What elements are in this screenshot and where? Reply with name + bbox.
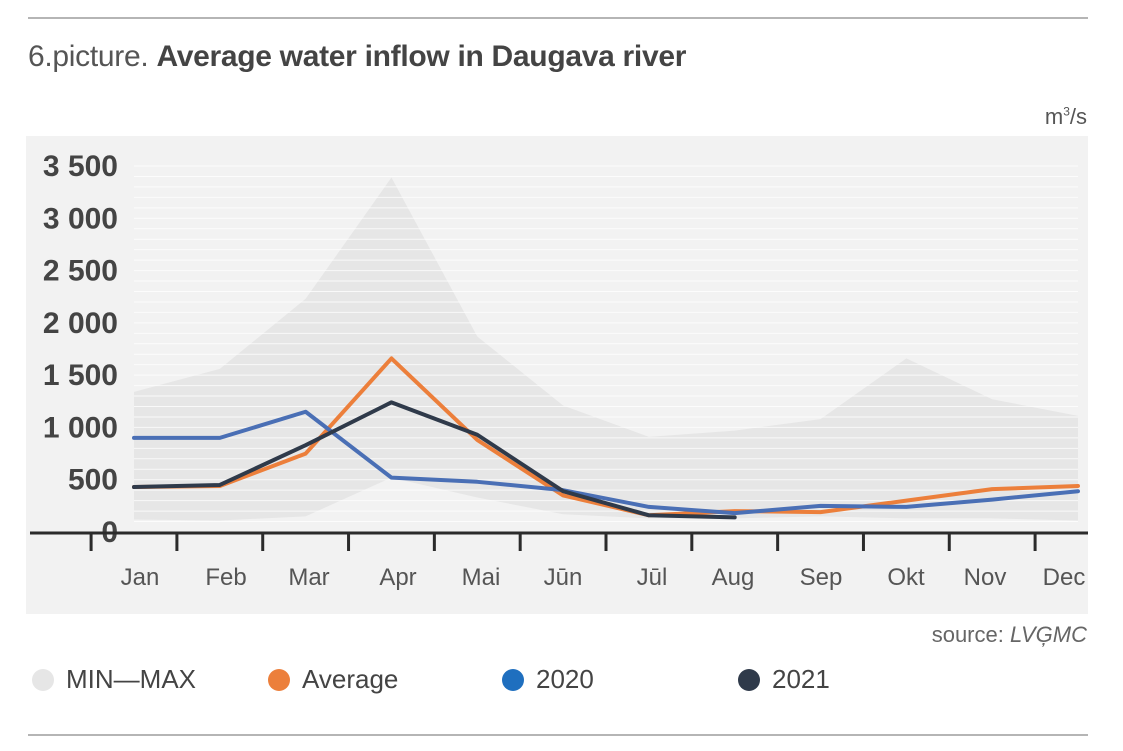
top-rule: [28, 17, 1088, 19]
x-tick-label: Nov: [964, 564, 1007, 591]
legend-swatch-2020: [502, 668, 524, 691]
y-tick-label: 1 500: [43, 359, 118, 392]
legend-swatch-min-max: [32, 668, 54, 691]
unit-tail: /s: [1069, 104, 1087, 129]
series-2021-line: [132, 400, 737, 520]
legend: MIN—MAX Average 2020 2021: [32, 664, 1092, 704]
x-tick-label: Jūn: [544, 564, 583, 591]
series-average-line: [132, 356, 1080, 518]
x-tick-label: Jūl: [637, 564, 668, 591]
source-label: source:: [931, 622, 1010, 647]
title-prefix: 6.picture.: [28, 40, 149, 73]
x-tick-label: Dec: [1043, 564, 1086, 591]
x-tick-label: Sep: [800, 564, 843, 591]
unit-label: m3/s: [1045, 104, 1087, 130]
y-tick-label: 3 000: [43, 202, 118, 235]
legend-label-min-max: MIN—MAX: [66, 664, 196, 694]
legend-item-2021: 2021: [738, 664, 830, 695]
y-tick-label: 2 500: [43, 255, 118, 288]
x-tick-label: Okt: [887, 564, 925, 591]
legend-item-average: Average: [268, 664, 398, 695]
chart-title: 6.picture. Average water inflow in Dauga…: [28, 40, 686, 74]
legend-item-2020: 2020: [502, 664, 594, 695]
bottom-rule: [28, 734, 1088, 736]
unit-sup: 3: [1063, 104, 1070, 119]
legend-label-2020: 2020: [536, 664, 594, 694]
x-tick-label: Jan: [121, 564, 160, 591]
series-2020-line: [132, 409, 1080, 516]
unit-base: m: [1044, 104, 1064, 129]
legend-label-average: Average: [302, 664, 399, 694]
x-tick-label: Mai: [462, 564, 501, 591]
source-name: LVĢMC: [1009, 622, 1087, 647]
min-max-band: [134, 177, 1078, 521]
y-tick-label: 3 500: [43, 150, 118, 183]
x-tick-label: Mar: [288, 564, 329, 591]
legend-label-2021: 2021: [772, 664, 830, 694]
legend-item-min-max: MIN—MAX: [32, 664, 196, 695]
x-tick-label: Feb: [205, 564, 246, 591]
source-note: source: LVĢMC: [932, 622, 1087, 648]
legend-swatch-average: [268, 668, 290, 691]
y-tick-label: 500: [68, 464, 118, 497]
y-tick-label: 2 000: [43, 307, 118, 340]
x-tick-label: Aug: [712, 564, 755, 591]
y-tick-label: 1 000: [43, 411, 118, 444]
x-tick-label: Apr: [379, 564, 416, 591]
title-main: Average water inflow in Daugava river: [156, 40, 687, 73]
legend-swatch-2021: [738, 668, 760, 691]
